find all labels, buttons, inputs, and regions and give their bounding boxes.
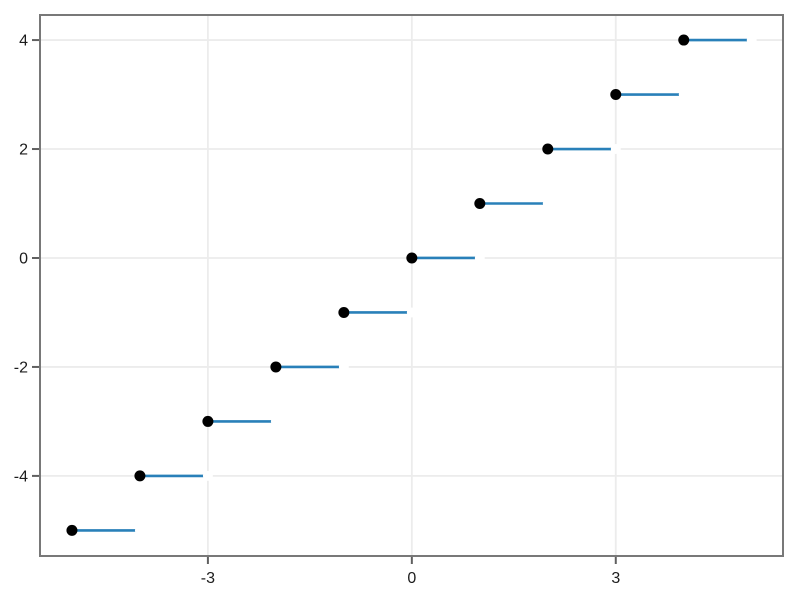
open-endpoint-marker: [474, 252, 485, 263]
y-tick-label: 4: [19, 33, 28, 50]
axis-frame: [39, 14, 784, 557]
open-endpoint-marker: [746, 35, 757, 46]
y-tick-label: -2: [14, 359, 28, 376]
open-endpoint-marker: [338, 361, 349, 372]
closed-point-marker: [474, 198, 486, 210]
x-tick-label: -3: [201, 570, 215, 587]
open-endpoint-marker: [678, 89, 689, 100]
closed-point-marker: [270, 361, 282, 373]
open-endpoint-marker: [610, 144, 621, 155]
closed-point-marker: [406, 252, 418, 264]
x-tick-label: 3: [611, 570, 620, 587]
closed-point-marker: [134, 470, 146, 482]
open-endpoint-marker: [202, 470, 213, 481]
open-endpoint-marker: [270, 416, 281, 427]
closed-point-marker: [678, 34, 690, 46]
y-tick-label: 0: [19, 250, 28, 267]
open-endpoint-marker: [542, 198, 553, 209]
closed-point-marker: [202, 415, 214, 427]
y-tick-label: 2: [19, 142, 28, 159]
closed-point-marker: [338, 306, 350, 318]
closed-point-marker: [610, 89, 622, 101]
closed-point-marker: [66, 524, 78, 536]
open-endpoint-marker: [134, 525, 145, 536]
closed-point-marker: [542, 143, 554, 155]
x-tick-label: 0: [407, 570, 416, 587]
y-tick-label: -4: [14, 468, 28, 485]
open-endpoint-marker: [406, 307, 417, 318]
